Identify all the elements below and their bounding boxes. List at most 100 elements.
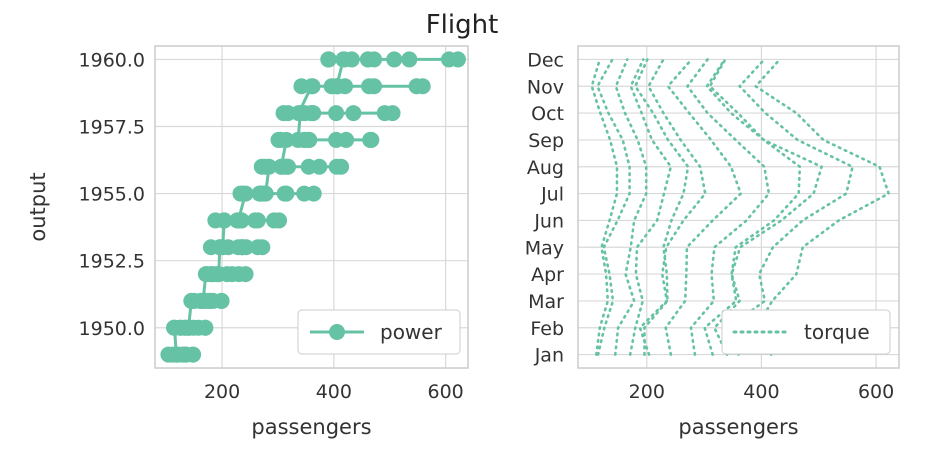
power-data-point xyxy=(214,239,231,256)
power-data-point xyxy=(180,319,197,336)
right-y-tick-label: Apr xyxy=(531,264,564,286)
right-y-tick-label: Feb xyxy=(530,318,564,340)
power-data-point xyxy=(198,266,215,283)
power-data-point xyxy=(276,185,293,202)
power-data-point xyxy=(414,78,431,95)
power-data-point xyxy=(345,105,362,122)
torque-series-line xyxy=(628,58,673,356)
right-y-tick-label: Mar xyxy=(528,291,564,313)
right-y-tick-label: Sep xyxy=(528,130,564,152)
power-data-point xyxy=(328,78,345,95)
power-data-point xyxy=(320,51,337,68)
torque-series-line xyxy=(685,58,771,356)
left-y-tick-label: 1960.0 xyxy=(79,49,145,71)
left-legend-label: power xyxy=(380,320,443,344)
power-data-point xyxy=(166,319,183,336)
left-x-tick-label: 600 xyxy=(428,381,464,403)
power-data-point xyxy=(234,239,251,256)
left-x-tick-label: 200 xyxy=(204,381,240,403)
right-plot-area xyxy=(590,58,891,356)
right-x-tick-label: 600 xyxy=(858,381,894,403)
power-data-point xyxy=(168,346,185,363)
left-y-axis-label: output xyxy=(26,172,50,241)
right-subplot: 200 400 600 Jan Feb Mar Apr May Jun Jul Aug Sep Oct N… xyxy=(525,45,900,439)
torque-series-line xyxy=(638,58,707,356)
right-y-tick-label: Aug xyxy=(527,157,564,179)
right-y-tick-label: Oct xyxy=(531,103,564,125)
power-data-point xyxy=(302,105,319,122)
torque-series-line xyxy=(596,58,631,356)
left-subplot: 200 400 6001950.01952.51955.01957.51960.0 … xyxy=(26,45,469,439)
right-legend-label: torque xyxy=(804,320,870,344)
right-y-tick-label: Jul xyxy=(540,184,564,206)
torque-series-line xyxy=(708,58,824,356)
power-data-point xyxy=(254,239,271,256)
power-data-point xyxy=(296,185,313,202)
power-data-point xyxy=(328,105,345,122)
power-data-point xyxy=(300,158,317,175)
left-y-tick-label: 1957.5 xyxy=(79,117,145,139)
power-data-point xyxy=(401,51,418,68)
left-x-tick-label: 400 xyxy=(316,381,352,403)
right-y-tick-label: Dec xyxy=(527,49,564,71)
power-data-point xyxy=(359,51,376,68)
power-data-point xyxy=(361,78,378,95)
right-x-tick-label: 200 xyxy=(629,381,665,403)
right-legend-box xyxy=(721,309,891,355)
torque-series-line xyxy=(726,58,855,356)
power-data-point xyxy=(290,105,307,122)
power-data-point xyxy=(237,266,254,283)
torque-series-line xyxy=(753,58,891,356)
power-data-point xyxy=(290,131,307,148)
power-data-point xyxy=(272,131,289,148)
torque-series-line xyxy=(590,58,619,356)
power-data-point xyxy=(275,105,292,122)
right-y-tick-label: Jan xyxy=(534,345,564,367)
right-tick-labels: 200 400 600 Jan Feb Mar Apr May Jun Jul Aug Sep Oct N… xyxy=(525,49,894,403)
power-data-point xyxy=(384,105,401,122)
power-data-point xyxy=(343,51,360,68)
power-data-point xyxy=(386,51,403,68)
torque-series-line xyxy=(613,58,648,356)
left-x-axis-label: passengers xyxy=(251,415,371,439)
power-data-point xyxy=(273,158,290,175)
power-data-point xyxy=(195,292,212,309)
power-data-point xyxy=(230,212,247,229)
left-legend-marker-swatch xyxy=(329,324,345,340)
power-data-point xyxy=(253,158,270,175)
power-data-point xyxy=(234,185,251,202)
power-data-point xyxy=(210,266,227,283)
power-data-point xyxy=(440,51,457,68)
power-data-point xyxy=(266,212,283,229)
right-x-tick-label: 400 xyxy=(743,381,779,403)
power-data-point xyxy=(328,158,345,175)
torque-series-line xyxy=(633,58,690,356)
left-y-tick-label: 1955.0 xyxy=(79,184,145,206)
left-y-tick-label: 1952.5 xyxy=(79,251,145,273)
power-data-point xyxy=(293,78,310,95)
power-data-point xyxy=(183,292,200,309)
right-y-tick-label: May xyxy=(525,237,564,259)
right-axes-frame xyxy=(577,45,900,369)
power-data-point xyxy=(215,212,232,229)
right-y-tick-label: Jun xyxy=(533,210,564,232)
power-data-point xyxy=(304,78,321,95)
left-y-tick-label: 1950.0 xyxy=(79,318,145,340)
torque-series-line xyxy=(664,58,743,356)
power-data-point xyxy=(257,185,274,202)
figure-title: Flight xyxy=(426,10,499,40)
left-legend-box xyxy=(297,309,461,355)
left-legend: power xyxy=(297,309,461,355)
power-data-point xyxy=(328,131,345,148)
power-data-point xyxy=(247,212,264,229)
right-x-axis-label: passengers xyxy=(678,415,798,439)
torque-series-line xyxy=(703,58,802,356)
right-y-tick-label: Nov xyxy=(527,76,564,98)
power-data-point xyxy=(202,239,219,256)
left-tick-labels: 200 400 600 1950.0 1952.5 1955.0 1957.5 1960.0 xyxy=(79,49,464,403)
left-plot-area xyxy=(160,51,466,363)
power-data-point xyxy=(363,131,380,148)
right-legend: torque xyxy=(721,309,891,355)
left-axes-frame xyxy=(154,45,469,369)
